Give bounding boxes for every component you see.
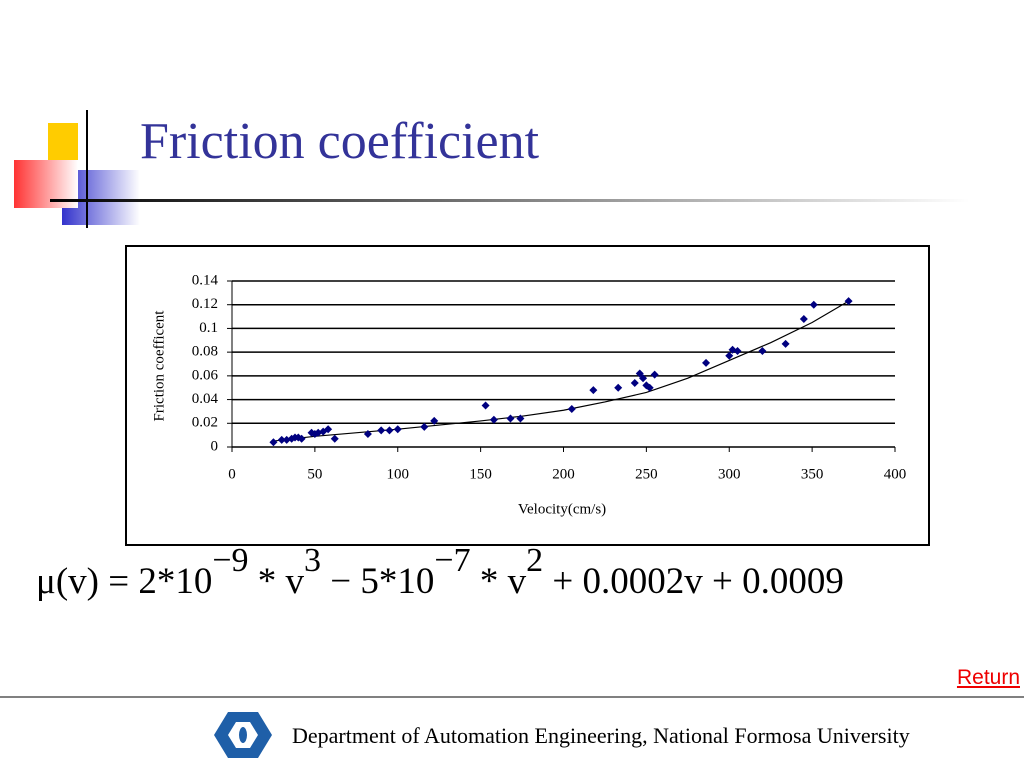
slide-title: Friction coefficient bbox=[140, 113, 540, 170]
data-point bbox=[781, 339, 790, 348]
data-point bbox=[589, 386, 598, 395]
formula: μ(v) = 2*10−9 * v3 − 5*10−7 * v2 + 0.000… bbox=[36, 542, 844, 603]
footer-text: Department of Automation Engineering, Na… bbox=[292, 723, 910, 748]
x-tick-label: 50 bbox=[307, 466, 322, 482]
data-point bbox=[385, 426, 394, 435]
title-rule bbox=[50, 199, 970, 202]
data-point bbox=[844, 297, 853, 306]
chart-frame bbox=[125, 245, 930, 546]
data-point bbox=[733, 346, 742, 355]
y-tick-label: 0.06 bbox=[192, 367, 219, 383]
y-tick-label: 0.1 bbox=[199, 320, 218, 336]
data-point bbox=[277, 435, 286, 444]
y-tick-label: 0.12 bbox=[192, 296, 218, 312]
data-point bbox=[635, 369, 644, 378]
y-tick-label: 0.08 bbox=[192, 344, 218, 360]
data-point bbox=[809, 300, 818, 309]
x-tick-label: 250 bbox=[635, 466, 658, 482]
data-point bbox=[506, 414, 515, 423]
formula-term: + 0.0002v + 0.0009 bbox=[543, 561, 844, 602]
data-point bbox=[489, 415, 498, 424]
formula-exponent: −7 bbox=[434, 542, 471, 579]
x-tick-label: 300 bbox=[718, 466, 741, 482]
data-point bbox=[330, 434, 339, 443]
x-tick-label: 400 bbox=[884, 466, 907, 482]
logo bbox=[214, 712, 272, 758]
formula-term: μ(v) = 2*10 bbox=[36, 561, 213, 602]
data-point bbox=[516, 414, 525, 423]
x-axis-label: Velocity(cm/s) bbox=[518, 501, 606, 517]
data-point bbox=[269, 438, 278, 447]
formula-exponent: −9 bbox=[212, 542, 249, 579]
y-tick-label: 0.04 bbox=[192, 391, 219, 407]
data-point bbox=[639, 374, 648, 383]
x-tick-label: 0 bbox=[228, 466, 236, 482]
data-point bbox=[650, 370, 659, 379]
formula-term: * v bbox=[248, 561, 305, 602]
data-point bbox=[297, 434, 306, 443]
data-point bbox=[430, 416, 439, 425]
x-tick-label: 350 bbox=[801, 466, 824, 482]
data-point bbox=[799, 314, 808, 323]
x-tick-label: 150 bbox=[469, 466, 492, 482]
y-tick-label: 0.14 bbox=[192, 272, 219, 288]
data-point bbox=[725, 351, 734, 360]
y-axis-label: Friction coefficent bbox=[151, 310, 167, 422]
data-point bbox=[377, 426, 386, 435]
y-tick-label: 0 bbox=[211, 438, 219, 454]
y-tick-label: 0.02 bbox=[192, 415, 218, 431]
data-point bbox=[567, 405, 576, 414]
data-point bbox=[393, 425, 402, 434]
data-point bbox=[420, 422, 429, 431]
data-point bbox=[758, 346, 767, 355]
formula-exponent: 3 bbox=[304, 542, 322, 579]
data-point bbox=[481, 401, 490, 410]
data-point bbox=[363, 429, 372, 438]
return-link[interactable]: Return bbox=[956, 666, 1020, 689]
x-tick-label: 100 bbox=[387, 466, 410, 482]
data-point bbox=[630, 378, 639, 387]
data-point bbox=[645, 383, 654, 392]
data-point bbox=[702, 358, 711, 367]
formula-exponent: 2 bbox=[526, 542, 544, 579]
formula-term: − 5*10 bbox=[321, 561, 435, 602]
data-point bbox=[614, 383, 623, 392]
x-tick-label: 200 bbox=[552, 466, 575, 482]
data-point bbox=[324, 425, 333, 434]
formula-term: * v bbox=[470, 561, 527, 602]
